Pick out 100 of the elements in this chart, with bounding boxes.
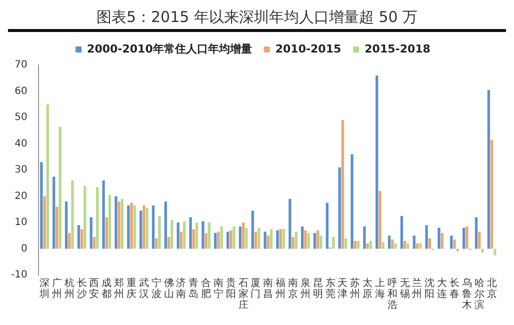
x-tick-label: 昆明: [312, 278, 323, 300]
bar: [142, 205, 146, 249]
bar: [242, 222, 245, 249]
bar: [43, 196, 46, 249]
x-tick-label: 东莞: [325, 277, 336, 300]
bar: [394, 244, 397, 249]
bar: [266, 236, 270, 249]
bar: [288, 198, 292, 249]
bar: [92, 236, 96, 249]
chart-title: 图表5：2015 年以来深圳年均人口增量超 50 万: [8, 8, 506, 32]
bar: [217, 232, 220, 249]
x-tick-label: 佛山: [164, 278, 174, 300]
bar: [304, 230, 307, 249]
bar: [127, 205, 130, 249]
bar: [400, 216, 404, 249]
bar: [114, 196, 118, 249]
x-tick-label: 成都: [102, 277, 112, 300]
y-tick-label: 70: [14, 60, 28, 71]
bar: [341, 120, 344, 249]
bar: [220, 226, 223, 249]
bar: [84, 186, 86, 249]
bar: [189, 217, 192, 249]
bar: [158, 216, 161, 249]
bar: [450, 236, 453, 249]
bar: [282, 229, 286, 249]
bar: [120, 198, 124, 249]
bar: [363, 226, 366, 249]
bar: [52, 176, 56, 249]
bar: [232, 226, 236, 249]
bar: [254, 232, 258, 249]
bar: [96, 187, 99, 249]
x-tick-label: 呼和浩: [387, 277, 398, 312]
bar: [68, 233, 71, 249]
bar: [474, 217, 478, 249]
bar: [230, 230, 232, 249]
bar: [195, 222, 198, 249]
bar: [133, 205, 136, 249]
bar: [481, 248, 484, 253]
x-tick-label: 厦门: [250, 278, 261, 300]
bar: [316, 230, 320, 249]
x-tick-label: 济南: [176, 277, 186, 300]
x-tick-label: 南宁: [213, 277, 224, 300]
bar: [326, 202, 328, 249]
x-tick-label: 宁波: [151, 277, 162, 300]
bar: [251, 210, 254, 249]
bar: [155, 238, 158, 249]
bar: [292, 236, 294, 249]
bar: [313, 233, 316, 249]
bar: [64, 202, 68, 249]
bar: [294, 232, 298, 249]
x-tick-label: 贵阳: [226, 277, 236, 300]
x-tick-label: 泉州: [300, 277, 310, 300]
legend-label: 2010-2015: [275, 42, 342, 56]
bar: [245, 228, 248, 249]
x-tick-label: 南昌: [263, 277, 274, 300]
bar: [270, 229, 273, 249]
x-tick-label: 南京: [288, 277, 298, 300]
bar: [204, 233, 208, 249]
x-tick-label: 乌鲁木: [462, 277, 472, 312]
bar: [77, 225, 80, 249]
y-tick-label: -10: [10, 270, 28, 281]
bar: [453, 240, 456, 249]
bar: [466, 226, 468, 249]
y-tick-label: 20: [14, 190, 28, 202]
bar: [152, 205, 155, 249]
bar: [182, 221, 186, 249]
bar: [102, 180, 105, 249]
bar: [164, 202, 167, 249]
bar: [320, 236, 322, 249]
bar: [226, 232, 230, 249]
bar: [118, 202, 120, 249]
bar: [56, 206, 58, 249]
x-tick-label: 哈尔滨: [474, 277, 484, 312]
bar: [494, 248, 496, 256]
y-tick-label: 50: [14, 112, 28, 124]
bar: [404, 240, 406, 249]
x-tick-label: 上海: [374, 277, 385, 300]
x-tick-label: 天津: [338, 278, 348, 300]
x-tick-label: 苏州: [350, 277, 360, 300]
bar: [108, 194, 112, 249]
bar: [354, 240, 356, 249]
bar: [412, 236, 416, 249]
x-tick-label: 福州: [276, 277, 286, 300]
bar: [366, 244, 369, 249]
bar: [80, 229, 84, 249]
bar: [369, 240, 372, 249]
bar: [238, 226, 242, 249]
x-tick-label: 石家庄: [238, 278, 248, 312]
legend-label: 2000-2010年常住人口年均增量: [87, 42, 252, 56]
bar: [264, 232, 266, 249]
x-tick-label: 重庆: [126, 277, 137, 300]
bar: [344, 238, 348, 249]
bar: [419, 244, 422, 249]
x-tick-label: 北京: [486, 277, 497, 300]
bar: [307, 233, 310, 249]
legend-label: 2015-2018: [364, 42, 430, 56]
bar: [140, 210, 142, 249]
bar: [301, 226, 304, 249]
bar: [338, 167, 341, 249]
x-tick-label: 青岛: [188, 277, 199, 300]
